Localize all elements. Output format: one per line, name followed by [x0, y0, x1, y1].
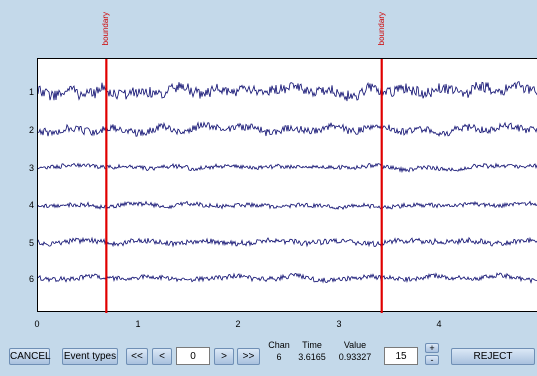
eeg-trace-channel-2[interactable] — [38, 121, 537, 137]
scale-up-button[interactable]: + — [425, 343, 439, 353]
event-label-boundary-1: boundary — [101, 12, 110, 46]
x-tick-0: 0 — [34, 319, 40, 329]
scale-down-button[interactable]: - — [425, 355, 439, 365]
channel-label-5: 5 — [28, 238, 34, 248]
x-tick-3: 3 — [336, 319, 342, 329]
eeg-trace-channel-3[interactable] — [38, 162, 537, 174]
time-header: Time — [302, 340, 322, 350]
channel-label-4: 4 — [28, 200, 34, 210]
eeg-trace-channel-4[interactable] — [38, 200, 537, 210]
x-tick-1: 1 — [135, 319, 141, 329]
event-label-boundary-2: boundary — [377, 12, 386, 46]
eeg-trace-channel-6[interactable] — [38, 272, 537, 284]
value-header: Value — [343, 340, 367, 350]
x-tick-4: 4 — [436, 319, 442, 329]
next-button[interactable]: > — [214, 348, 234, 365]
eeg-trace-channel-1[interactable] — [38, 81, 537, 102]
chan-value: 6 — [276, 352, 282, 362]
time-value: 3.6165 — [298, 352, 326, 362]
eeg-plot-area[interactable] — [37, 58, 537, 313]
channel-label-3: 3 — [28, 163, 34, 173]
channel-label-6: 6 — [28, 274, 34, 284]
eeg-traces[interactable] — [38, 59, 537, 313]
eeg-trace-channel-5[interactable] — [38, 236, 537, 248]
value-value: 0.93327 — [338, 352, 372, 362]
scale-input[interactable] — [384, 347, 418, 365]
chan-header: Chan — [268, 340, 290, 350]
prev-button[interactable]: < — [152, 348, 172, 365]
channel-label-1: 1 — [28, 87, 34, 97]
channel-label-2: 2 — [28, 125, 34, 135]
x-tick-2: 2 — [235, 319, 241, 329]
cancel-button[interactable]: CANCEL — [9, 348, 51, 365]
reject-button[interactable]: REJECT — [451, 348, 535, 365]
next-fast-button[interactable]: >> — [237, 348, 260, 365]
position-input[interactable] — [176, 347, 210, 365]
event-types-button[interactable]: Event types — [62, 348, 118, 365]
prev-fast-button[interactable]: << — [126, 348, 148, 365]
